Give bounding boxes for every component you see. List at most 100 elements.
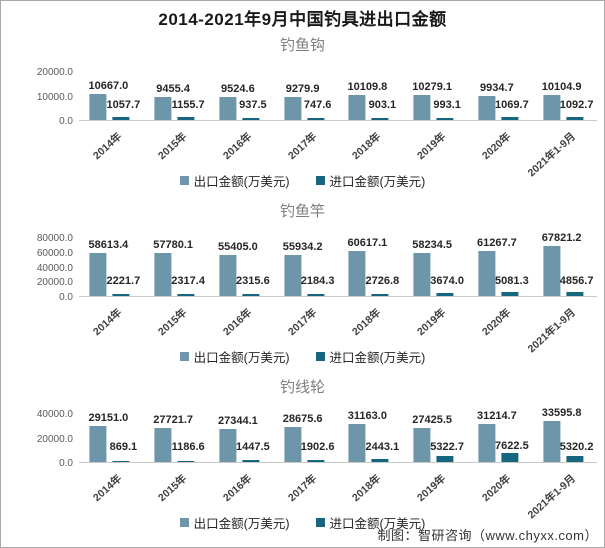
x-axis-labels: 2014年 2015年 2016年 2017年 2018年 2019年 2020年 2021年… — [79, 121, 597, 179]
legend-import-label: 进口金额(万美元) — [329, 517, 426, 531]
y-axis-tick-label: 40000.0 — [36, 409, 73, 420]
bar-pair — [478, 423, 519, 462]
export-bar — [154, 96, 172, 120]
bar-group: 31163.0 2443.1 — [338, 410, 403, 462]
legend-import-swatch-icon — [315, 176, 325, 185]
x-axis-cell: 2019年 — [403, 297, 468, 345]
bar-group: 28675.6 1902.6 — [273, 412, 338, 462]
x-axis-cell: 2017年 — [273, 121, 338, 169]
bar-pair — [89, 252, 130, 296]
export-bar — [478, 423, 496, 462]
x-axis-cell: 2016年 — [209, 121, 274, 169]
x-axis-cell: 2017年 — [273, 463, 338, 511]
bar-pair — [284, 426, 325, 462]
bar-pair — [413, 428, 454, 462]
chart-section-fishing-rods: 钓鱼竿 80000.0 60000.0 40000.0 20000.0 0.0 5861… — [1, 202, 604, 366]
export-bar — [348, 95, 366, 120]
bar-group: 57780.1 2317.4 — [144, 238, 209, 296]
legend-export-swatch-icon — [179, 518, 189, 527]
import-value-label: 2315.6 — [236, 275, 270, 287]
import-value-label: 7622.5 — [495, 439, 529, 452]
export-value-label: 28675.6 — [282, 412, 323, 425]
import-bar — [242, 460, 260, 462]
legend-export-swatch-icon — [179, 352, 189, 361]
chart-subtitle: 钓鱼钩 — [279, 37, 325, 54]
x-axis-cell: 2014年 — [79, 463, 144, 511]
x-axis-cell: 2021年1-9月 — [526, 297, 597, 355]
legend-export-label: 出口金额(万美元) — [193, 351, 290, 365]
bar-pair — [154, 253, 195, 296]
import-value-label: 4856.7 — [559, 275, 594, 287]
import-bar — [112, 460, 130, 462]
bar-pair — [348, 95, 389, 120]
export-value-label: 55934.2 — [282, 240, 323, 253]
import-value-label: 3674.0 — [430, 275, 464, 287]
import-bar — [112, 117, 130, 120]
legend-item-export: 出口金额(万美元) — [179, 171, 290, 190]
bar-pair — [89, 426, 130, 462]
import-bar — [242, 294, 260, 296]
legend-item-export: 出口金额(万美元) — [179, 347, 290, 366]
bar-group: 33595.8 5320.2 — [532, 407, 597, 462]
import-value-label: 869.1 — [109, 441, 138, 453]
import-value-label: 937.5 — [239, 99, 267, 111]
export-value-label: 9934.7 — [480, 81, 514, 94]
bar-pair — [543, 246, 584, 296]
y-axis-tick-label: 20000.0 — [36, 67, 73, 78]
export-bar — [348, 251, 366, 296]
import-bar — [177, 460, 195, 462]
export-value-label: 9455.4 — [156, 82, 190, 95]
export-value-label: 9524.6 — [221, 82, 255, 95]
bar-pair — [413, 94, 454, 120]
bar-pair — [348, 251, 389, 296]
x-axis-cell: 2016年 — [209, 463, 274, 511]
bar-group: 58234.5 3674.0 — [403, 238, 468, 296]
bar-group: 29151.0 869.1 — [79, 412, 144, 462]
import-bar — [242, 117, 260, 120]
legend-item-import: 进口金额(万美元) — [315, 513, 426, 532]
export-value-label: 10104.9 — [541, 81, 582, 94]
bar-group: 9524.6 937.5 — [209, 72, 274, 120]
bar-group: 10104.9 1092.7 — [532, 72, 597, 120]
bar-pair — [219, 255, 260, 296]
import-value-label: 2221.7 — [106, 275, 141, 287]
import-value-label: 1069.7 — [495, 99, 529, 111]
plot-area: 29151.0 869.1 27721.7 1186.6 27344.1 1447.5 28… — [79, 407, 597, 463]
import-value-label: 1186.6 — [171, 441, 205, 453]
export-bar — [413, 253, 431, 296]
bar-group: 27721.7 1186.6 — [144, 414, 209, 462]
export-value-label: 58613.4 — [88, 238, 129, 251]
x-axis-cell: 2020年 — [468, 121, 533, 169]
legend-import-swatch-icon — [315, 352, 325, 361]
export-value-label: 61267.7 — [476, 236, 517, 249]
bar-pair — [413, 253, 454, 296]
x-category-label: 2016年 — [220, 306, 255, 339]
import-bar — [177, 117, 195, 120]
bar-group: 10109.8 903.1 — [338, 72, 403, 120]
x-axis-cell: 2019年 — [403, 121, 468, 169]
import-value-label: 1155.7 — [171, 99, 205, 111]
page-title: 2014-2021年9月中国钓具进出口金额 — [158, 10, 447, 29]
y-axis-tick-label: 0.0 — [59, 458, 73, 469]
export-value-label: 55405.0 — [217, 241, 258, 254]
legend-export-label: 出口金额(万美元) — [193, 175, 290, 189]
y-axis-tick-label: 80000.0 — [36, 233, 73, 244]
bar-group: 9279.9 747.6 — [273, 72, 338, 120]
export-bar — [219, 428, 237, 462]
import-bar — [307, 459, 325, 462]
bar-pair — [284, 97, 325, 120]
chart-subtitle: 钓线轮 — [279, 379, 325, 396]
x-category-label: 2020年 — [479, 472, 514, 505]
y-axis-tick-label: 20000.0 — [36, 433, 73, 445]
export-bar — [219, 255, 237, 296]
export-bar — [413, 428, 431, 462]
import-value-label: 747.6 — [303, 99, 332, 111]
legend-import-label: 进口金额(万美元) — [329, 351, 426, 365]
chart-subtitle: 钓鱼竿 — [279, 203, 325, 220]
legend-import-swatch-icon — [315, 518, 325, 527]
bar-group: 61267.7 5081.3 — [468, 236, 533, 296]
legend-export-label: 出口金额(万美元) — [193, 517, 290, 531]
export-bar — [219, 96, 237, 120]
x-axis-cell: 2020年 — [468, 463, 533, 511]
